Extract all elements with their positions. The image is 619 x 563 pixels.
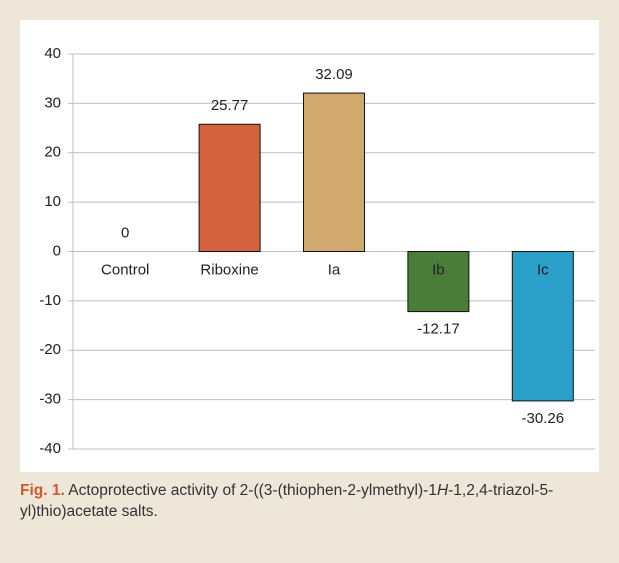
y-tick-label: 10 xyxy=(44,193,61,210)
bar xyxy=(303,92,365,253)
x-tick-label: Ia xyxy=(328,261,341,278)
caption-italic: H xyxy=(436,482,449,499)
y-tick-label: 0 xyxy=(53,242,61,259)
caption: Fig. 1. Actoprotective activity of 2-((3… xyxy=(20,480,600,522)
caption-text: -1,2,4-triazol-5-yl)thio)acetate salts. xyxy=(20,482,554,520)
value-label: 32.09 xyxy=(315,66,353,83)
y-tick-label: -30 xyxy=(39,391,61,408)
bar xyxy=(407,251,470,313)
bar xyxy=(198,123,261,252)
y-tick-label: -20 xyxy=(39,341,61,358)
x-tick-label: Control xyxy=(101,261,149,278)
x-tick-label: Ib xyxy=(432,261,445,278)
y-tick-label: -10 xyxy=(39,292,61,309)
y-tick-label: 30 xyxy=(44,94,61,111)
caption-text: Actoprotective activity of 2-((3-(thioph… xyxy=(68,482,437,499)
bar xyxy=(511,251,574,402)
y-tick-label: -40 xyxy=(39,440,61,457)
value-label: -12.17 xyxy=(417,321,460,338)
chart: -40 -30 -20 -10 0 10 20 30 40 0 Control 25.77 Riboxi… xyxy=(20,20,599,472)
value-label: 25.77 xyxy=(211,97,249,114)
caption-label: Fig. 1. xyxy=(20,482,65,499)
x-tick-label: Riboxine xyxy=(200,261,258,278)
y-tick-label: 40 xyxy=(44,45,61,62)
value-label: 0 xyxy=(121,224,129,241)
x-tick-label: Ic xyxy=(537,261,549,278)
value-label: -30.26 xyxy=(522,410,565,427)
y-tick-label: 20 xyxy=(44,144,61,161)
